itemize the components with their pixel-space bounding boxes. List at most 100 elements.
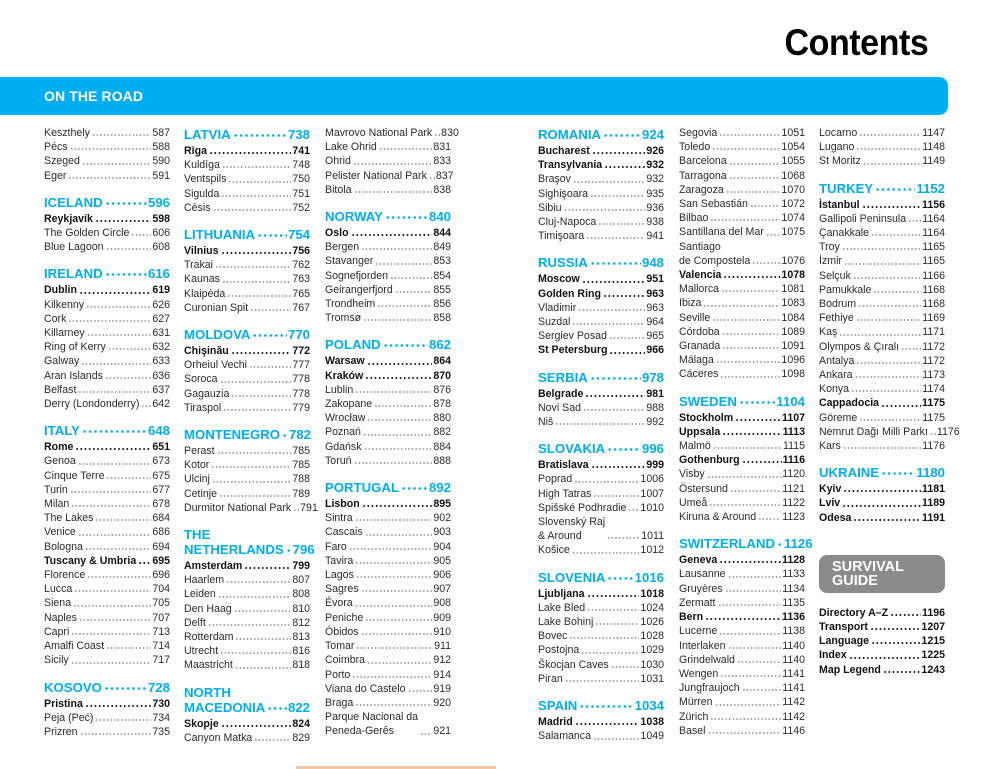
toc-entry[interactable]: Kilkenny 626 (44, 298, 170, 312)
toc-entry[interactable]: Lisbon 895 (325, 497, 451, 511)
toc-entry[interactable]: Milan 678 (44, 497, 170, 511)
toc-entry[interactable]: Tuscany & Umbria 695 (44, 554, 170, 568)
section-heading[interactable]: SWITZERLAND 1126 (679, 535, 813, 553)
toc-entry[interactable]: High Tatras 1007 (538, 487, 664, 501)
toc-entry[interactable]: Skopje 824 (184, 717, 310, 731)
section-heading[interactable]: MONTENEGRO 782 (184, 426, 311, 444)
toc-entry[interactable]: Vilnius 756 (184, 244, 310, 258)
toc-entry[interactable]: Naples 707 (44, 611, 170, 625)
section-heading[interactable]: KOSOVO 728 (44, 679, 170, 697)
toc-entry[interactable]: Konya 1174 (819, 382, 945, 396)
section-heading[interactable]: ICELAND 596 (44, 194, 170, 212)
toc-entry[interactable]: Mavrovo National Park 830 (325, 126, 459, 140)
toc-entry[interactable]: Košice 1012 (538, 543, 664, 557)
toc-entry[interactable]: Derry (Londonderry) 642 (44, 397, 170, 411)
section-heading[interactable]: LATVIA 738 (184, 126, 310, 144)
toc-entry[interactable]: Novi Sad 988 (538, 401, 664, 415)
section-heading[interactable]: SPAIN 1034 (538, 697, 664, 715)
toc-entry[interactable]: The Lakes 684 (44, 511, 170, 525)
section-heading[interactable]: ITALY 648 (44, 422, 170, 440)
toc-entry[interactable]: Vladimir 963 (538, 301, 664, 315)
toc-entry[interactable]: Cork 627 (44, 312, 170, 326)
toc-entry[interactable]: Bilbao 1074 (679, 211, 805, 225)
toc-entry[interactable]: Peja (Peć) 734 (44, 711, 170, 725)
toc-entry[interactable]: Postojna 1029 (538, 643, 664, 657)
toc-entry[interactable]: Dublin 619 (44, 283, 170, 297)
toc-entry[interactable]: Sergiev Posad 965 (538, 329, 664, 343)
section-heading[interactable]: NORTH MACEDONIA 822 (184, 684, 310, 717)
toc-entry[interactable]: Lviv 1189 (819, 496, 945, 510)
toc-entry[interactable]: Cáceres 1098 (679, 367, 805, 381)
toc-entry[interactable]: Leiden 808 (184, 587, 310, 601)
toc-entry[interactable]: Bern 1136 (679, 610, 805, 624)
toc-entry[interactable]: Córdoba 1089 (679, 325, 805, 339)
toc-entry[interactable]: Ankara 1173 (819, 368, 945, 382)
toc-entry[interactable]: Cetinje 789 (184, 487, 310, 501)
toc-entry[interactable]: Locarno 1147 (819, 126, 945, 140)
toc-entry[interactable]: Soroca 778 (184, 372, 310, 386)
toc-entry[interactable]: Szeged 590 (44, 154, 170, 168)
toc-entry[interactable]: Zürich 1142 (679, 710, 805, 724)
section-heading[interactable]: TURKEY 1152 (819, 180, 945, 198)
toc-entry[interactable]: Göreme 1175 (819, 411, 945, 425)
toc-entry[interactable]: Lucerne 1138 (679, 624, 805, 638)
toc-entry[interactable]: Poznań 882 (325, 425, 451, 439)
toc-entry[interactable]: Ring of Kerry 632 (44, 340, 170, 354)
toc-entry[interactable]: Timişoara 941 (538, 229, 664, 243)
toc-entry[interactable]: Tavira 905 (325, 554, 451, 568)
toc-entry[interactable]: Óbidos 910 (325, 625, 451, 639)
toc-entry[interactable]: Piran 1031 (538, 672, 664, 686)
toc-entry[interactable]: Pelister National Park 837 (325, 169, 454, 183)
toc-entry[interactable]: Belfast 637 (44, 383, 170, 397)
toc-entry[interactable]: Braga 920 (325, 696, 451, 710)
toc-entry[interactable]: Ohrid 833 (325, 154, 451, 168)
toc-entry[interactable]: Stockholm 1107 (679, 411, 805, 425)
toc-entry[interactable]: Rome 651 (44, 440, 170, 454)
toc-entry[interactable]: Peniche 909 (325, 611, 451, 625)
toc-entry[interactable]: Uppsala 1113 (679, 425, 805, 439)
toc-entry[interactable]: Cinque Terre 675 (44, 469, 170, 483)
toc-entry[interactable]: Gallipoli Peninsula 1164 (819, 212, 945, 226)
section-heading[interactable]: SERBIA 978 (538, 369, 664, 387)
toc-entry[interactable]: Toruń 888 (325, 454, 451, 468)
toc-entry[interactable]: Ljubljana 1018 (538, 587, 664, 601)
toc-entry[interactable]: Gagauzia 778 (184, 387, 310, 401)
toc-entry[interactable]: Florence 696 (44, 568, 170, 582)
toc-entry[interactable]: Umeå 1122 (679, 496, 805, 510)
toc-entry[interactable]: Fethiye 1169 (819, 311, 945, 325)
toc-entry[interactable]: Pamukkale 1168 (819, 283, 945, 297)
toc-entry[interactable]: Kiruna & Around 1123 (679, 510, 805, 524)
toc-entry[interactable]: Odesa 1191 (819, 511, 945, 525)
toc-entry[interactable]: Venice 686 (44, 525, 170, 539)
section-heading[interactable]: POLAND 862 (325, 336, 451, 354)
toc-entry[interactable]: Malmö 1115 (679, 439, 805, 453)
toc-entry[interactable]: Rotterdam 813 (184, 630, 310, 644)
toc-entry[interactable]: Gdańsk 884 (325, 440, 451, 454)
toc-entry[interactable]: Language 1215 (819, 634, 945, 648)
toc-entry[interactable]: Östersund 1121 (679, 482, 805, 496)
toc-entry[interactable]: Bodrum 1168 (819, 297, 945, 311)
toc-entry[interactable]: İstanbul 1156 (819, 198, 945, 212)
section-heading[interactable]: UKRAINE 1180 (819, 464, 945, 482)
toc-entry[interactable]: Interlaken 1140 (679, 639, 805, 653)
toc-entry[interactable]: Barcelona 1055 (679, 154, 805, 168)
toc-entry[interactable]: Perast 785 (184, 444, 310, 458)
toc-entry[interactable]: Lugano 1148 (819, 140, 945, 154)
toc-entry[interactable]: Maastricht 818 (184, 658, 310, 672)
toc-entry[interactable]: Poprad 1006 (538, 472, 664, 486)
toc-entry[interactable]: Ibiza 1083 (679, 296, 805, 310)
toc-entry[interactable]: Chişinău 772 (184, 344, 310, 358)
toc-entry[interactable]: Genoa 673 (44, 454, 170, 468)
toc-entry[interactable]: Sicily 717 (44, 653, 170, 667)
toc-entry[interactable]: Transylvania 932 (538, 158, 664, 172)
toc-entry[interactable]: Çanakkale 1164 (819, 226, 945, 240)
toc-entry[interactable]: Tomar 911 (325, 639, 451, 653)
toc-entry[interactable]: Golden Ring 963 (538, 287, 664, 301)
toc-entry[interactable]: Troy 1165 (819, 240, 945, 254)
toc-entry[interactable]: Suzdal 964 (538, 315, 664, 329)
toc-entry[interactable]: Cēsis 752 (184, 201, 310, 215)
toc-entry[interactable]: Kaunas 763 (184, 272, 310, 286)
toc-entry[interactable]: St Moritz 1149 (819, 154, 945, 168)
toc-entry[interactable]: Málaga 1096 (679, 353, 805, 367)
toc-entry[interactable]: Trakai 762 (184, 258, 310, 272)
